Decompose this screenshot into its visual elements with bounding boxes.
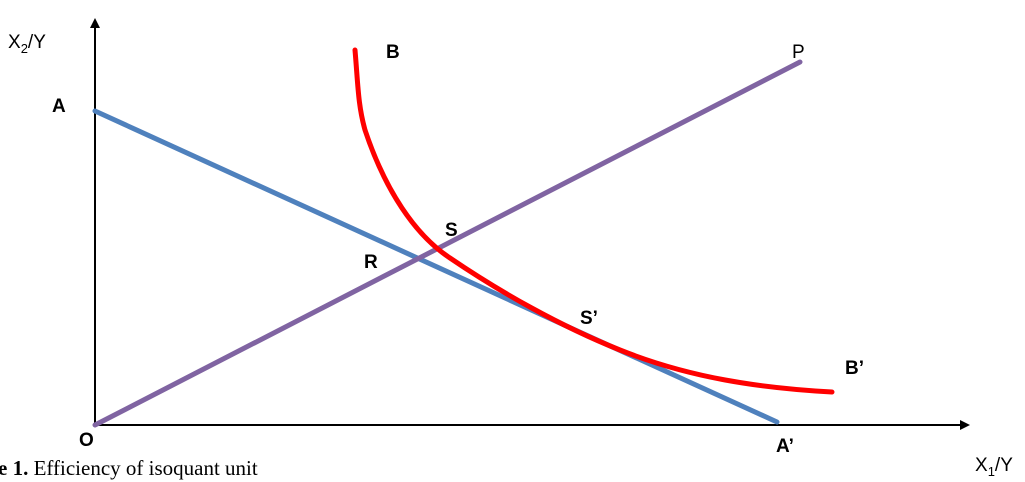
point-s-prime-label: S’	[580, 308, 598, 329]
point-a-prime-label: A’	[776, 436, 794, 457]
point-r-label: R	[364, 252, 378, 273]
origin-label: O	[79, 430, 94, 451]
point-b-prime-label: B’	[845, 358, 864, 379]
point-p-label: P	[792, 42, 805, 63]
point-s-label: S	[445, 220, 458, 241]
isocost-line-a-a-prime	[92, 108, 780, 425]
figure-caption-number: e 1.	[0, 456, 28, 480]
x-axis-label: X1/Y	[975, 455, 1013, 479]
figure-caption-text: Efficiency of isoquant unit	[28, 456, 258, 480]
point-a-label: A	[52, 96, 66, 117]
ray-o-p	[92, 59, 803, 428]
y-axis-label: X2/Y	[8, 32, 46, 56]
point-b-label: B	[386, 42, 400, 63]
isoquant-curve-b-b-prime	[352, 47, 835, 395]
figure-caption: e 1. Efficiency of isoquant unit	[0, 456, 258, 480]
